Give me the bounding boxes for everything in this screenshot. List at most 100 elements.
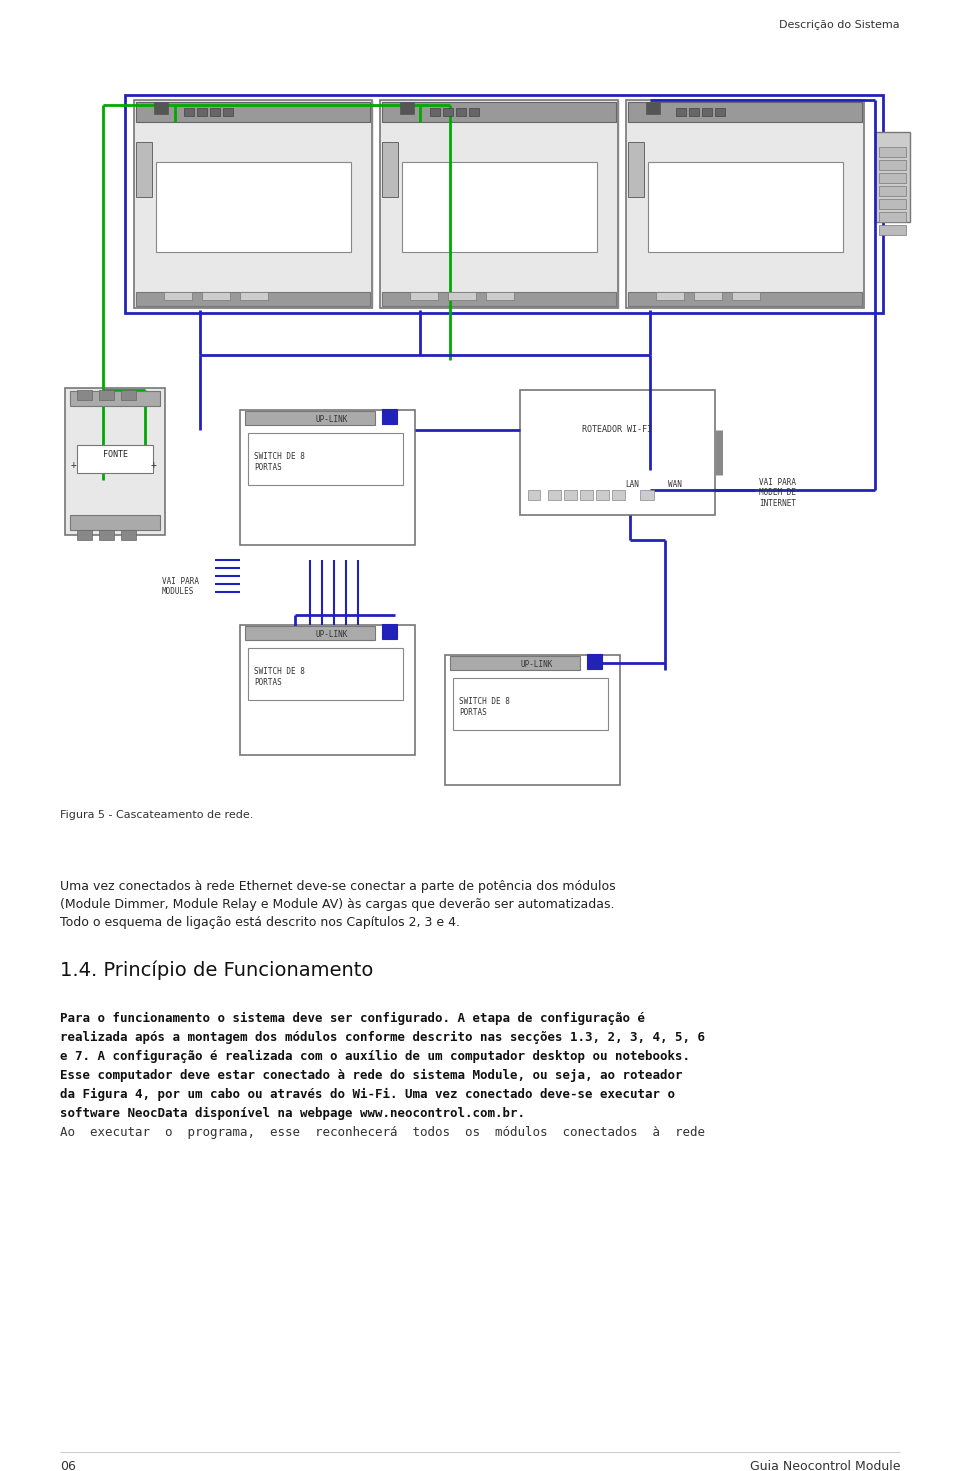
Bar xyxy=(184,107,194,116)
Bar xyxy=(445,655,620,786)
Text: VAI PARA
MODULES: VAI PARA MODULES xyxy=(162,577,199,596)
Text: ROTEADOR WI-FI: ROTEADOR WI-FI xyxy=(582,425,652,434)
Text: software NeocData disponível na webpage www.neocontrol.com.br.: software NeocData disponível na webpage … xyxy=(60,1108,525,1119)
Bar xyxy=(70,391,160,406)
Bar xyxy=(528,490,540,500)
Bar xyxy=(656,293,684,300)
Bar xyxy=(125,96,883,313)
Bar xyxy=(676,107,686,116)
Bar xyxy=(77,390,92,400)
Bar xyxy=(402,162,597,252)
Bar xyxy=(197,107,207,116)
Bar xyxy=(136,293,370,306)
Text: +: + xyxy=(151,460,156,471)
Text: Descrição do Sistema: Descrição do Sistema xyxy=(780,21,900,29)
Bar xyxy=(486,293,514,300)
Bar xyxy=(879,185,906,196)
Bar xyxy=(70,515,160,530)
Bar xyxy=(520,390,715,515)
Bar xyxy=(456,107,466,116)
Bar xyxy=(628,293,862,306)
Bar xyxy=(640,490,654,500)
Bar xyxy=(702,107,712,116)
Bar xyxy=(382,624,397,638)
Bar xyxy=(382,143,398,197)
Bar xyxy=(450,656,580,669)
Text: LAN: LAN xyxy=(625,480,638,488)
Bar xyxy=(154,101,168,113)
Text: UP-LINK: UP-LINK xyxy=(316,630,348,638)
Bar xyxy=(564,490,577,500)
Bar xyxy=(99,390,114,400)
Bar xyxy=(875,132,910,222)
Bar xyxy=(879,199,906,209)
Bar xyxy=(136,101,370,122)
Bar xyxy=(612,490,625,500)
Text: Para o funcionamento o sistema deve ser configurado. A etapa de configuração é: Para o funcionamento o sistema deve ser … xyxy=(60,1012,645,1025)
Bar xyxy=(430,107,440,116)
Bar xyxy=(448,293,476,300)
Bar xyxy=(879,225,906,235)
Text: UP-LINK: UP-LINK xyxy=(316,415,348,424)
Bar xyxy=(134,100,372,307)
Text: da Figura 4, por um cabo ou através do Wi-Fi. Uma vez conectado deve-se executar: da Figura 4, por um cabo ou através do W… xyxy=(60,1089,675,1102)
Bar xyxy=(879,147,906,157)
Bar xyxy=(628,101,862,122)
Bar xyxy=(732,293,760,300)
Bar xyxy=(689,107,699,116)
Bar xyxy=(380,100,618,307)
Bar xyxy=(248,649,403,700)
Bar xyxy=(879,174,906,182)
Bar xyxy=(99,530,114,540)
Bar xyxy=(240,625,415,755)
Text: FONTE: FONTE xyxy=(103,450,128,459)
Text: Uma vez conectados à rede Ethernet deve-se conectar a parte de potência dos módu: Uma vez conectados à rede Ethernet deve-… xyxy=(60,880,615,893)
Bar xyxy=(121,530,136,540)
Bar xyxy=(879,212,906,222)
Bar xyxy=(156,162,351,252)
Text: PORTAS: PORTAS xyxy=(254,678,281,687)
Text: +: + xyxy=(71,460,77,471)
Bar xyxy=(548,490,561,500)
Bar xyxy=(136,143,152,197)
Text: PORTAS: PORTAS xyxy=(254,463,281,472)
Text: Todo o esquema de ligação está descrito nos Capítulos 2, 3 e 4.: Todo o esquema de ligação está descrito … xyxy=(60,916,460,930)
Bar xyxy=(628,143,644,197)
Bar xyxy=(245,410,375,425)
Text: Esse computador deve estar conectado à rede do sistema Module, ou seja, ao rotea: Esse computador deve estar conectado à r… xyxy=(60,1069,683,1083)
Bar xyxy=(164,293,192,300)
Text: WAN: WAN xyxy=(668,480,682,488)
Text: PORTAS: PORTAS xyxy=(459,708,487,716)
Text: Figura 5 - Cascateamento de rede.: Figura 5 - Cascateamento de rede. xyxy=(60,811,253,819)
Bar xyxy=(648,162,843,252)
Bar xyxy=(469,107,479,116)
Bar xyxy=(580,490,593,500)
Bar xyxy=(443,107,453,116)
Bar xyxy=(223,107,233,116)
Text: SWITCH DE 8: SWITCH DE 8 xyxy=(254,452,305,460)
Text: UP-LINK: UP-LINK xyxy=(521,660,553,669)
Bar xyxy=(77,530,92,540)
Bar xyxy=(626,100,864,307)
Bar xyxy=(382,293,616,306)
Bar xyxy=(240,293,268,300)
Text: realizada após a montagem dos módulos conforme descrito nas secções 1.3, 2, 3, 4: realizada após a montagem dos módulos co… xyxy=(60,1031,705,1044)
Bar xyxy=(646,101,660,113)
Bar xyxy=(210,107,220,116)
Text: VAI PARA
MODEM DE
INTERNET: VAI PARA MODEM DE INTERNET xyxy=(759,478,796,507)
Bar xyxy=(453,678,608,730)
Bar xyxy=(202,293,230,300)
Bar xyxy=(382,101,616,122)
Bar xyxy=(240,410,415,544)
Bar xyxy=(410,293,438,300)
Bar xyxy=(248,432,403,485)
Bar xyxy=(596,490,609,500)
Bar xyxy=(77,446,153,474)
Bar xyxy=(879,160,906,171)
Text: Ao  executar  o  programa,  esse  reconhecerá  todos  os  módulos  conectados  à: Ao executar o programa, esse reconhecerá… xyxy=(60,1125,705,1139)
Text: 1.4. Princípio de Funcionamento: 1.4. Princípio de Funcionamento xyxy=(60,961,373,980)
Bar xyxy=(121,390,136,400)
Text: SWITCH DE 8: SWITCH DE 8 xyxy=(459,697,510,706)
Bar xyxy=(694,293,722,300)
Text: e 7. A configuração é realizada com o auxílio de um computador desktop ou notebo: e 7. A configuração é realizada com o au… xyxy=(60,1050,690,1064)
